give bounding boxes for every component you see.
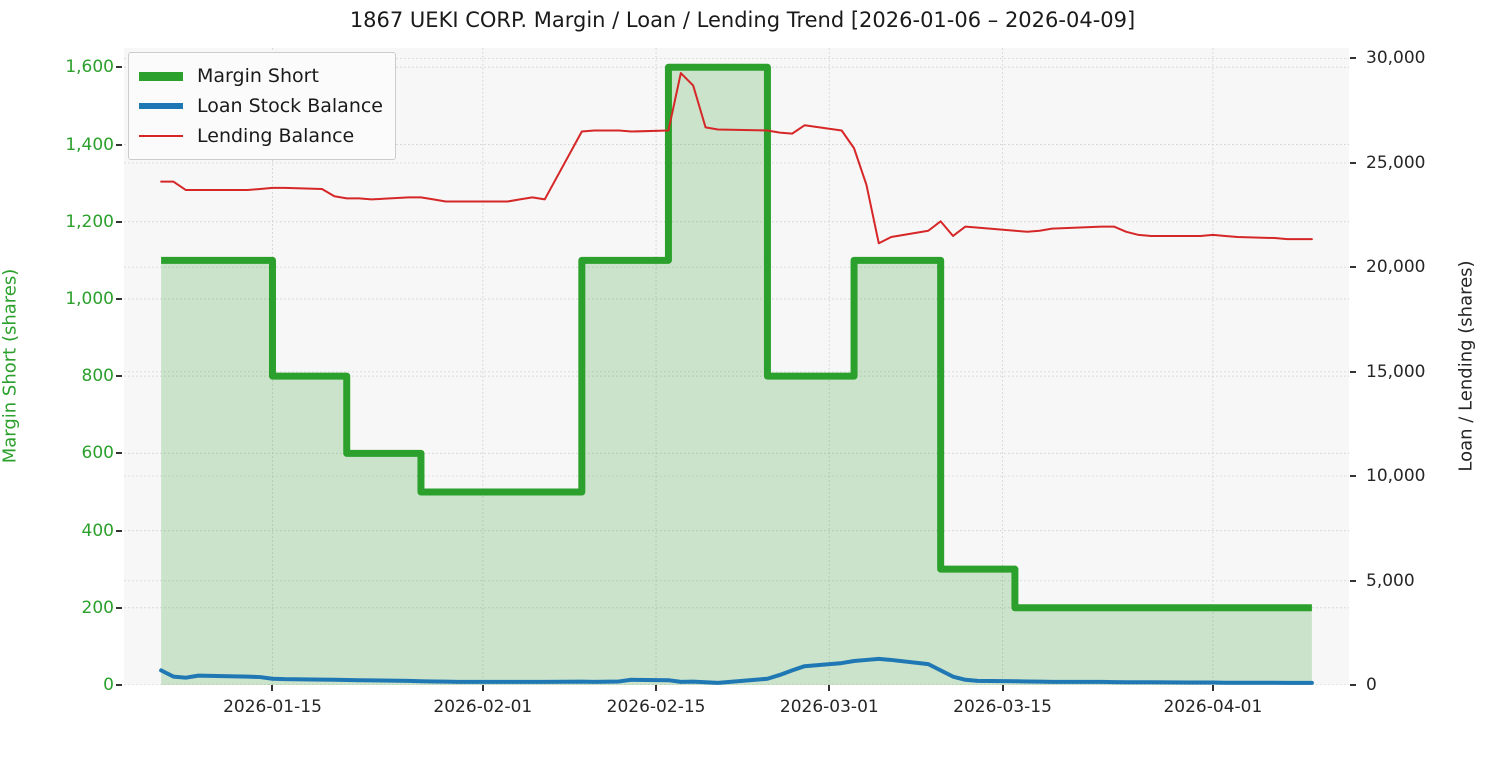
y-axis-left-tick-label: 1,400: [65, 134, 114, 155]
x-axis-tickmark: [481, 685, 484, 691]
legend-color-swatch: [139, 71, 183, 81]
legend-item[interactable]: Margin Short: [139, 61, 383, 91]
x-axis-tickmark: [271, 685, 274, 691]
x-axis-tickmark: [1211, 685, 1214, 691]
x-axis-tickmark: [1001, 685, 1004, 691]
y-axis-left-tickmark: [116, 297, 122, 300]
legend-label: Loan Stock Balance: [197, 95, 384, 117]
legend-label: Lending Balance: [197, 125, 355, 147]
legend-label: Margin Short: [197, 65, 319, 87]
legend-item[interactable]: Loan Stock Balance: [139, 91, 383, 121]
y-axis-right-tick-label: 20,000: [1366, 257, 1426, 278]
y-axis-left-tick-label: 1,200: [65, 211, 114, 232]
y-axis-left-tickmark: [116, 220, 122, 223]
y-axis-left-tick-label: 600: [81, 443, 114, 464]
y-axis-left-tickmark: [116, 375, 122, 378]
y-axis-right-tick-label: 15,000: [1366, 361, 1426, 382]
chart-legend: Margin Short Loan Stock Balance Lending Ba…: [128, 52, 397, 160]
y-axis-left-tick-label: 1,000: [65, 288, 114, 309]
y-axis-right-title: Loan / Lending (shares): [1455, 260, 1477, 472]
y-axis-right-tick-label: 0: [1366, 675, 1377, 695]
y-axis-right-tick-label: 30,000: [1366, 48, 1426, 69]
y-axis-left-title: Margin Short (shares): [0, 268, 21, 464]
y-axis-right-tickmark: [1350, 266, 1356, 269]
y-axis-right-tickmark: [1350, 57, 1356, 60]
x-axis-tick-label: 2026-03-15: [953, 697, 1052, 717]
y-axis-right-tickmark: [1350, 475, 1356, 478]
y-axis-left-tick-label: 800: [81, 366, 114, 387]
y-axis-left-tickmark: [116, 66, 122, 69]
y-axis-left-tickmark: [116, 684, 122, 686]
legend-color-swatch: [139, 103, 183, 109]
x-axis-tick-label: 2026-02-15: [606, 697, 706, 717]
y-axis-left-tickmark: [116, 529, 122, 532]
y-axis-left-tick-label: 1,600: [65, 57, 114, 78]
y-axis-left-tickmark: [116, 606, 122, 609]
y-axis-right-tick-label: 10,000: [1366, 466, 1426, 487]
y-axis-right-tick-label: 25,000: [1366, 152, 1426, 173]
x-axis-tickmark: [828, 685, 831, 691]
y-axis-right-tickmark: [1350, 684, 1356, 686]
y-axis-left-tickmark: [116, 452, 122, 455]
y-axis-right-tick-label: 5,000: [1366, 570, 1415, 591]
x-axis-tick-label: 2026-01-15: [223, 697, 322, 717]
y-axis-left-tickmark: [116, 143, 122, 146]
y-axis-left-tick-label: 200: [81, 597, 114, 618]
x-axis-tickmark: [655, 685, 658, 691]
y-axis-left-tick-label: 0: [103, 675, 114, 695]
y-axis-right-tickmark: [1350, 579, 1356, 582]
legend-color-swatch: [139, 135, 183, 137]
legend-item[interactable]: Lending Balance: [139, 121, 383, 151]
y-axis-right-tickmark: [1350, 370, 1356, 373]
x-axis-tick-label: 2026-02-01: [433, 697, 533, 717]
x-axis-tick-label: 2026-04-01: [1163, 697, 1263, 717]
y-axis-left-tick-label: 400: [81, 520, 114, 541]
chart-title: 1867 UEKI CORP. Margin / Loan / Lending …: [349, 8, 1136, 32]
data-series-layer: [159, 63, 1314, 685]
x-axis-tick-label: 2026-03-01: [779, 697, 879, 717]
y-axis-right-tickmark: [1350, 161, 1356, 164]
